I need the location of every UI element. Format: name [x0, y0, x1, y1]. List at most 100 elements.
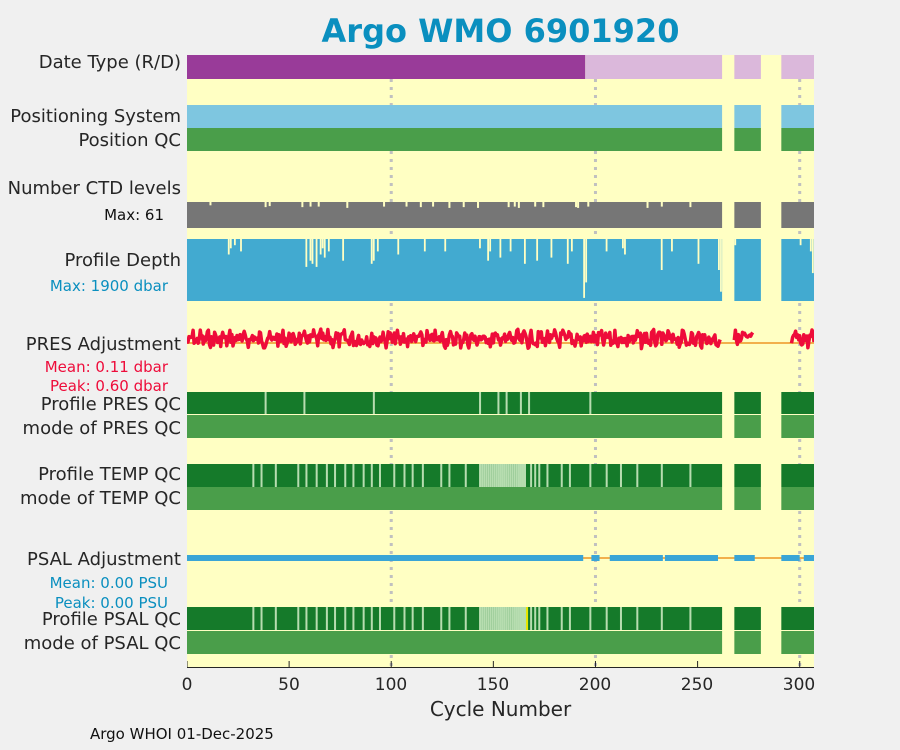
psal-qc-flag-mark: [352, 607, 355, 630]
date-type-bar-delayed: [734, 55, 761, 79]
ctd-levels-dip: [462, 202, 465, 208]
temp-qc-flag-mark: [487, 464, 490, 487]
profile-depth-dip: [327, 239, 330, 252]
psal-qc-flag-mark: [370, 607, 373, 630]
psal-qc-flag-mark: [489, 607, 492, 630]
psal-qc-flag-mark: [487, 607, 490, 630]
psal-qc-yellow-mark: [526, 607, 529, 630]
profile-depth-dip: [605, 239, 608, 252]
position-qc-bar: [734, 128, 761, 151]
temp-qc-flag-mark: [411, 464, 414, 487]
psal-qc-flag-mark: [509, 607, 512, 630]
psal-qc-flag-mark: [315, 607, 318, 630]
profile-depth-dip: [444, 239, 447, 252]
psal-qc-flag-mark: [252, 607, 255, 630]
temp-qc-flag-mark: [483, 464, 486, 487]
psal-qc-flag-mark: [260, 607, 263, 630]
temp-qc-flag-mark: [511, 464, 514, 487]
temp-qc-flag-mark: [485, 464, 488, 487]
psal-qc-flag-mark: [511, 607, 514, 630]
profile-depth-dip: [423, 239, 426, 252]
ctd-levels-dip: [209, 202, 212, 206]
temp-qc-flag-mark: [421, 464, 424, 487]
profile-depth-dip: [550, 239, 553, 258]
x-tick-label: 300: [782, 675, 816, 695]
psal-qc-flag-mark: [403, 607, 406, 630]
temp-qc-flag-mark: [489, 464, 492, 487]
pres-qc-flag-mark: [505, 392, 508, 414]
profile-psal-qc-bar: [734, 607, 761, 630]
temp-qc-flag-mark: [464, 464, 467, 487]
label-positioning-system: Positioning System: [10, 106, 181, 127]
temp-qc-flag-mark: [619, 464, 622, 487]
ctd-levels-bar: [734, 202, 761, 228]
ctd-levels-dip: [264, 202, 267, 208]
profile-depth-dip: [372, 239, 375, 261]
psal-qc-flag-mark: [440, 607, 443, 630]
label-profile-psal-qc: Profile PSAL QC: [41, 609, 181, 630]
profile-depth-dip: [315, 239, 318, 267]
profile-psal-qc-bar: [781, 607, 814, 630]
temp-qc-flag-mark: [440, 464, 443, 487]
psal-qc-pale-mark: [521, 607, 524, 630]
ctd-levels-dip: [477, 202, 480, 208]
psal-qc-flag-mark: [344, 607, 347, 630]
profile-depth-dip: [523, 239, 526, 264]
profile-depth-dip: [487, 239, 490, 261]
date-type-bar-delayed: [781, 55, 814, 79]
psal-qc-flag-mark: [546, 607, 549, 630]
mode-temp-qc-bar: [187, 487, 723, 510]
psal-qc-flag-mark: [636, 607, 639, 630]
temp-qc-flag-mark: [660, 464, 663, 487]
ctd-levels-dip: [513, 202, 516, 207]
profile-psal-qc-bar: [187, 607, 723, 630]
mode-temp-qc-bar: [781, 487, 814, 510]
profile-depth-dip: [319, 239, 322, 255]
psal-qc-flag-mark: [362, 607, 365, 630]
x-tick-label: 150: [476, 675, 510, 695]
pres-qc-flag-mark: [589, 392, 592, 414]
label-mode-psal-qc: mode of PSAL QC: [23, 633, 181, 654]
psal-qc-flag-mark: [589, 607, 592, 630]
label-mode-temp-qc: mode of TEMP QC: [19, 488, 181, 509]
temp-qc-flag-mark: [305, 464, 308, 487]
profile-depth-dip: [321, 239, 324, 249]
temp-qc-flag-mark: [499, 464, 502, 487]
temp-qc-flag-mark: [274, 464, 277, 487]
label-date-type: Date Type (R/D): [38, 52, 181, 73]
psal-qc-flag-mark: [619, 607, 622, 630]
temp-qc-flag-mark: [334, 464, 337, 487]
ctd-levels-dip: [534, 202, 537, 207]
psal-qc-pale-mark: [513, 607, 516, 630]
x-tick-label: 100: [374, 675, 408, 695]
temp-qc-flag-mark: [605, 464, 608, 487]
temp-qc-flag-mark: [370, 464, 373, 487]
temp-qc-flag-mark: [481, 464, 484, 487]
psal-qc-flag-mark: [334, 607, 337, 630]
ctd-levels-dip: [587, 202, 590, 207]
profile-depth-dip: [570, 239, 573, 252]
chart-title: Argo WMO 6901920: [321, 12, 680, 50]
temp-qc-pale-mark: [519, 464, 522, 487]
temp-qc-flag-mark: [495, 464, 498, 487]
profile-temp-qc-bar: [187, 464, 723, 487]
ctd-levels-dip: [660, 202, 663, 207]
date-type-bar-realtime: [187, 55, 586, 79]
temp-qc-flag-mark: [505, 464, 508, 487]
psal-qc-flag-mark: [689, 607, 692, 630]
profile-depth-dip: [583, 239, 586, 298]
position-qc-bar: [187, 128, 723, 151]
temp-qc-flag-mark: [403, 464, 406, 487]
psal-qc-pale-mark: [519, 607, 522, 630]
temp-qc-flag-mark: [507, 464, 510, 487]
profile-depth-dip: [811, 239, 814, 274]
profile-depth-dip: [370, 239, 373, 264]
psal-qc-flag-mark: [503, 607, 506, 630]
mode-pres-qc-bar: [187, 415, 723, 438]
psal-qc-flag-mark: [495, 607, 498, 630]
mode-psal-qc-bar: [734, 631, 761, 654]
psal-qc-flag-mark: [411, 607, 414, 630]
temp-qc-flag-mark: [497, 464, 500, 487]
footer-credit: Argo WHOI 01-Dec-2025: [90, 725, 274, 743]
profile-temp-qc-bar: [781, 464, 814, 487]
